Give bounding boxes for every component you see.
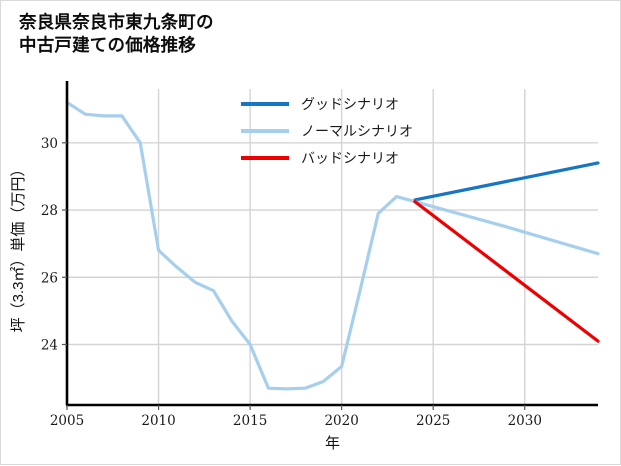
axis-spines <box>65 81 598 407</box>
x-tick-label: 2020 <box>324 413 358 429</box>
y-axis-tick-labels: 24 26 28 30 <box>41 136 58 354</box>
y-tick-label: 26 <box>41 270 58 286</box>
scenario-lines <box>65 100 600 391</box>
y-axis-title: 坪（3.3㎡）単価（万円） <box>10 162 27 333</box>
x-tick-label: 2025 <box>416 413 450 429</box>
x-tick-label: 2030 <box>508 413 542 429</box>
series-line-ノーマルシナリオ <box>65 100 600 391</box>
series-line-グッドシナリオ <box>413 161 600 202</box>
x-axis-title: 年 <box>325 435 340 452</box>
legend-label-バッドシナリオ: バッドシナリオ <box>301 151 399 167</box>
series-line-バッドシナリオ <box>413 200 600 343</box>
legend-label-ノーマルシナリオ: ノーマルシナリオ <box>301 124 413 140</box>
page-title: 奈良県奈良市東九条町の 中古戸建ての価格推移 <box>19 12 214 56</box>
y-tick-label: 28 <box>41 203 58 219</box>
x-tick-label: 2010 <box>141 413 175 429</box>
x-tick-label: 2015 <box>233 413 267 429</box>
tick-marks <box>62 142 526 410</box>
x-axis-tick-labels: 2005 2010 2015 2020 2025 2030 <box>50 413 542 429</box>
y-tick-label: 24 <box>41 337 58 353</box>
x-tick-label: 2005 <box>50 413 84 429</box>
legend-label-グッドシナリオ: グッドシナリオ <box>301 97 399 113</box>
y-tick-label: 30 <box>41 136 58 152</box>
gridlines <box>66 89 598 405</box>
